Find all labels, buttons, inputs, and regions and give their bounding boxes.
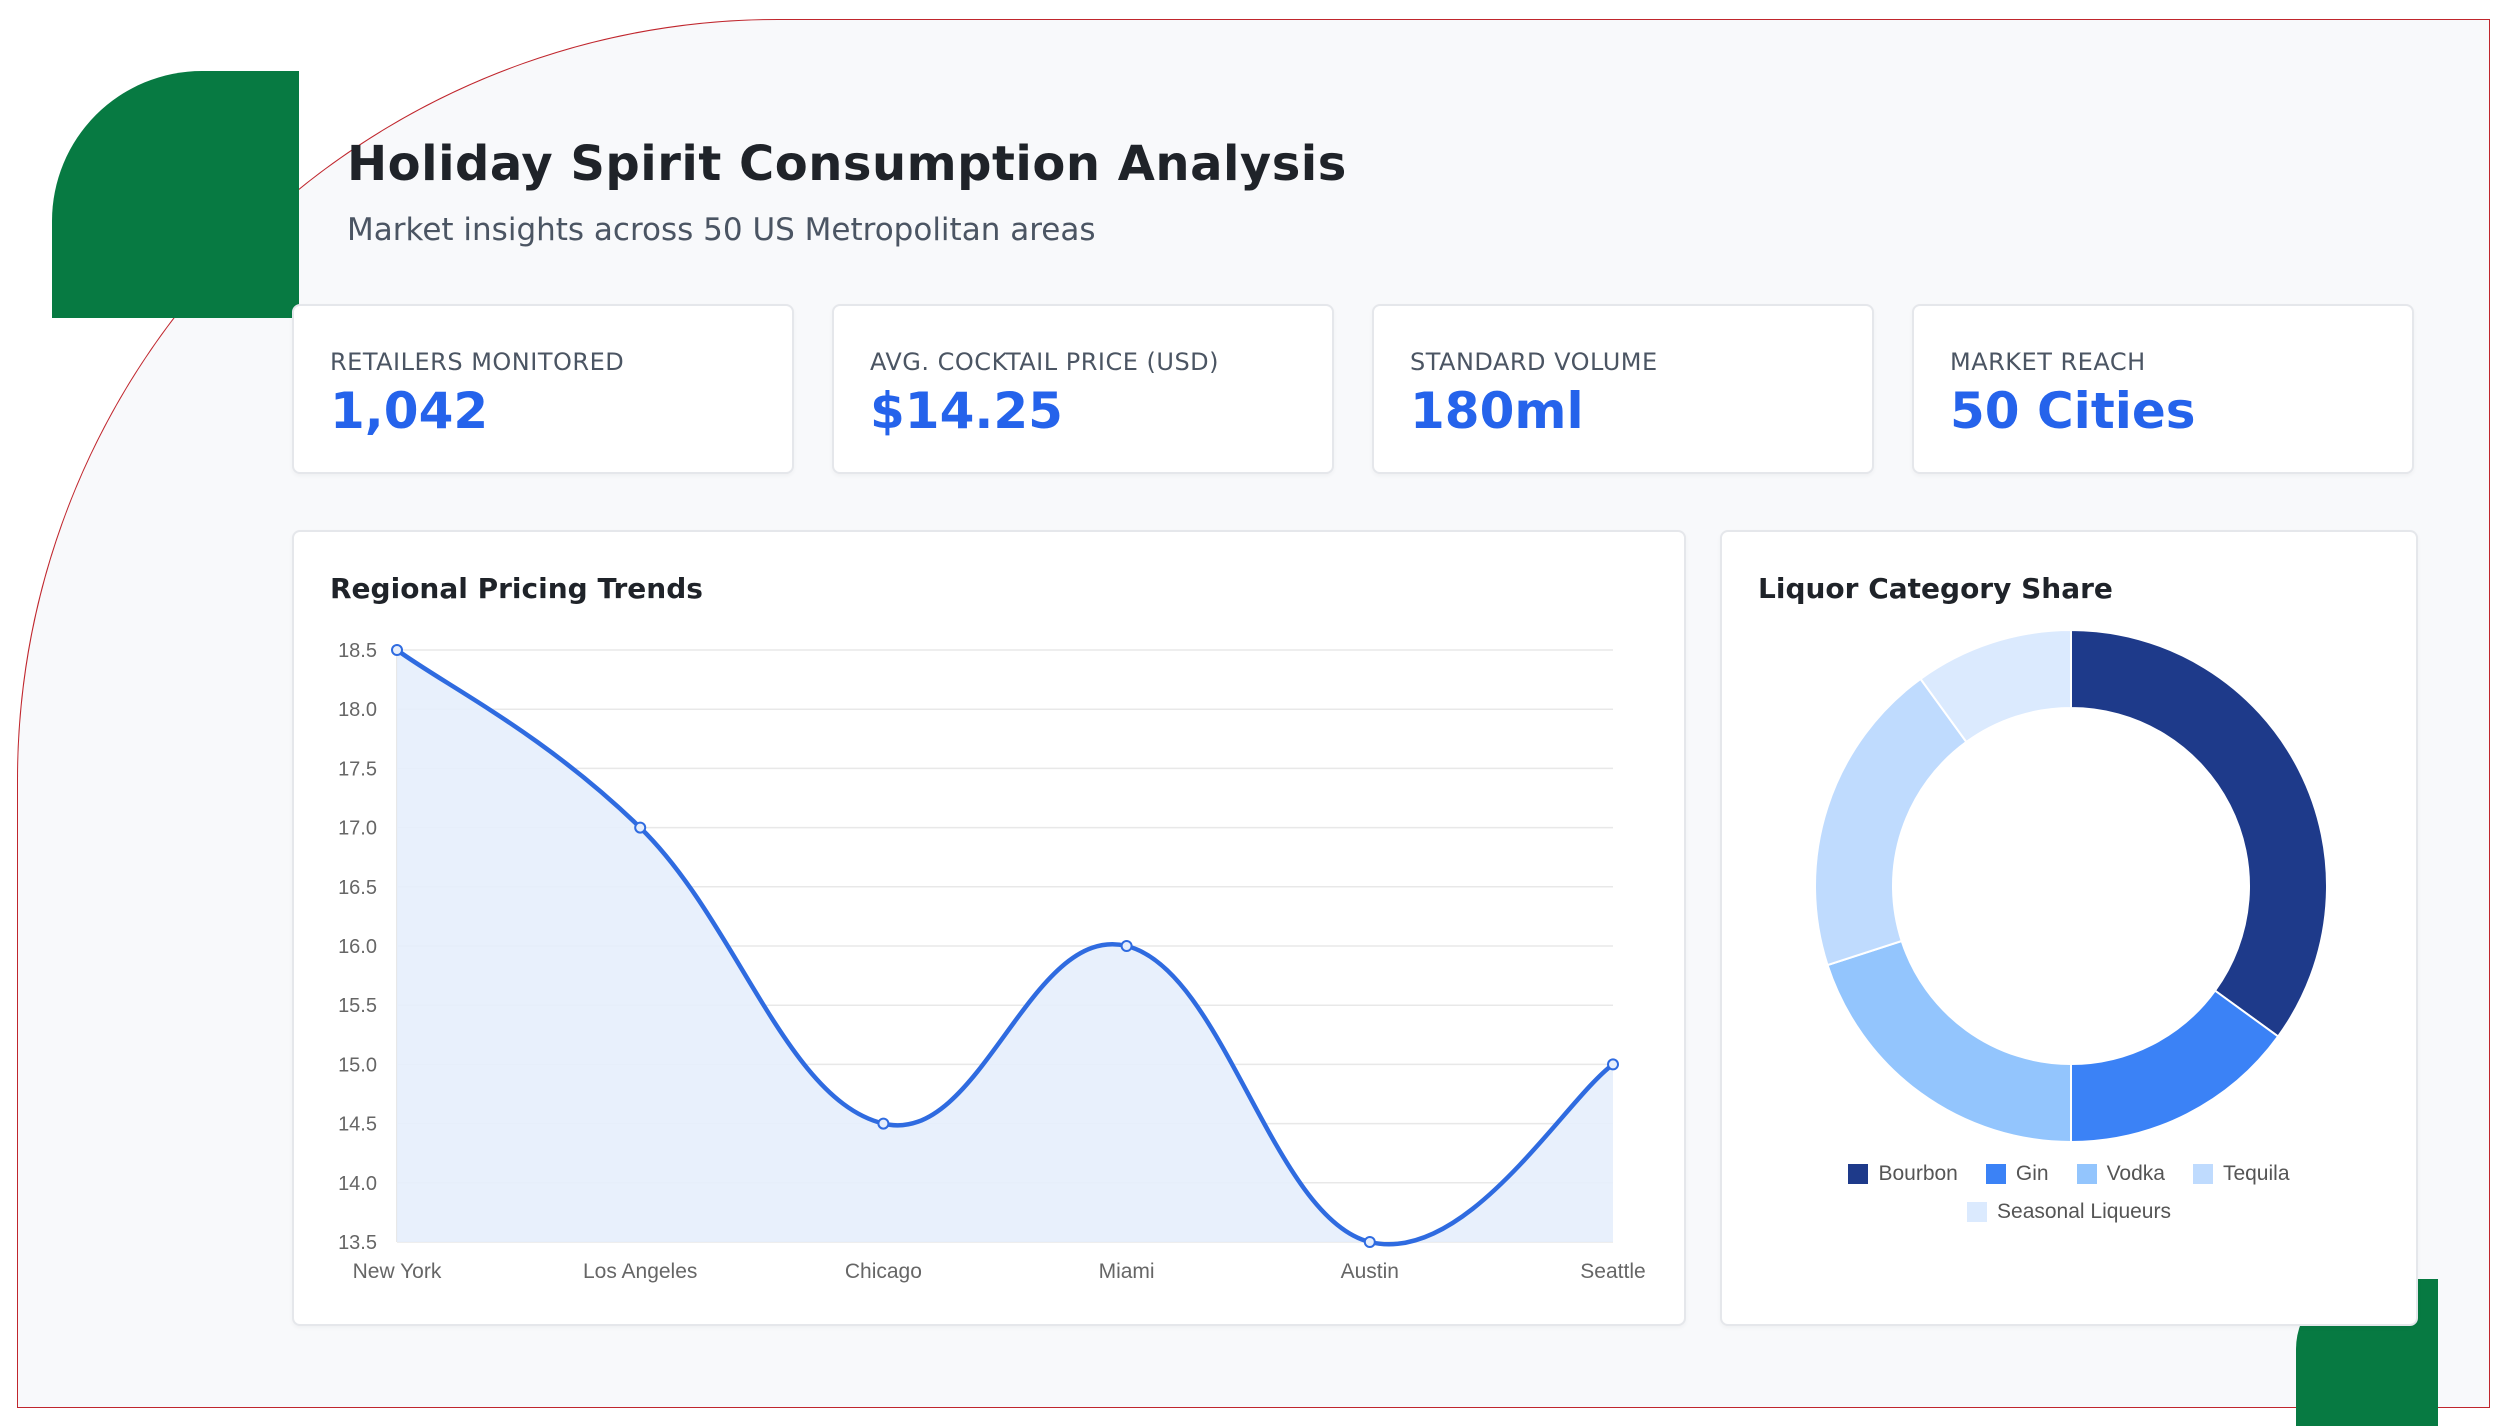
- slice-gin[interactable]: [2070, 989, 2280, 1144]
- y-tick-label: 18.5: [338, 640, 377, 662]
- x-tick-label: Los Angeles: [583, 1260, 697, 1283]
- x-tick-label: Chicago: [845, 1260, 922, 1283]
- x-tick-label: Austin: [1341, 1260, 1399, 1283]
- y-tick-label: 17.5: [338, 758, 377, 780]
- doughnut-chart-card: Liquor Category Share Bourbon Gin Vodka Teq…: [1720, 530, 2418, 1326]
- kpi-label: RETAILERS MONITORED: [330, 348, 625, 376]
- kpi-label: AVG. COCKTAIL PRICE (USD): [870, 348, 1220, 376]
- legend-swatch: [2192, 1164, 2213, 1184]
- slice-tequila[interactable]: [1814, 677, 1968, 967]
- legend-swatch: [1967, 1202, 1988, 1222]
- y-tick-label: 15.5: [338, 995, 377, 1017]
- doughnut-legend: Bourbon Gin Vodka Tequila Seasonal Liqueurs: [1722, 1162, 2416, 1224]
- legend-label: Seasonal Liqueurs: [1997, 1200, 2171, 1223]
- doughnut-chart: [1814, 628, 2328, 1144]
- kpi-card-retailers: RETAILERS MONITORED 1,042: [292, 304, 794, 474]
- legend-label: Tequila: [2222, 1162, 2290, 1185]
- kpi-card-avg-price: AVG. COCKTAIL PRICE (USD) $14.25: [832, 304, 1334, 474]
- x-tick-label: Seattle: [1580, 1260, 1645, 1283]
- kpi-card-market-reach: MARKET REACH 50 Cities: [1912, 304, 2414, 474]
- kpi-label: MARKET REACH: [1950, 348, 2146, 376]
- kpi-value: 50 Cities: [1950, 382, 2196, 440]
- line-chart-card: Regional Pricing Trends 18.5 18.0 17.5 17.0…: [292, 530, 1686, 1326]
- data-point[interactable]: [391, 644, 403, 656]
- legend-swatch: [1848, 1164, 1869, 1184]
- legend-item[interactable]: Gin: [1985, 1162, 2049, 1186]
- series-line: [395, 648, 1615, 1247]
- kpi-value: 1,042: [330, 382, 489, 440]
- y-tick-label: 16.0: [338, 936, 377, 958]
- y-tick-label: 13.5: [338, 1232, 377, 1254]
- legend-swatch: [2076, 1164, 2097, 1184]
- line-chart-title: Regional Pricing Trends: [330, 572, 703, 605]
- legend-label: Bourbon: [1878, 1162, 1958, 1185]
- slice-bourbon[interactable]: [2070, 628, 2328, 1038]
- data-point[interactable]: [877, 1117, 890, 1130]
- y-tick-label: 14.0: [338, 1173, 377, 1195]
- data-point[interactable]: [634, 821, 647, 834]
- y-tick-label: 14.5: [338, 1114, 377, 1136]
- line-chart: 18.5 18.0 17.5 17.0 16.5 16.0 15.5 15.0 14.5 14.0…: [338, 640, 1646, 1283]
- page-subtitle: Market insights across 50 US Metropolita…: [347, 212, 1096, 248]
- page-title: Holiday Spirit Consumption Analysis: [347, 136, 1347, 192]
- kpi-card-volume: STANDARD VOLUME 180ml: [1372, 304, 1874, 474]
- data-point[interactable]: [1607, 1058, 1619, 1071]
- y-tick-label: 18.0: [338, 699, 377, 721]
- legend-item[interactable]: Tequila: [2192, 1162, 2290, 1186]
- x-tick-label: New York: [353, 1260, 442, 1283]
- legend-item[interactable]: Bourbon: [1848, 1162, 1958, 1186]
- kpi-value: 180ml: [1410, 382, 1584, 440]
- doughnut-chart-title: Liquor Category Share: [1758, 572, 2113, 605]
- legend-label: Vodka: [2106, 1162, 2165, 1185]
- data-point[interactable]: [1363, 1236, 1376, 1248]
- legend-swatch: [1985, 1164, 2006, 1184]
- kpi-value: $14.25: [870, 382, 1063, 440]
- y-tick-label: 15.0: [338, 1054, 377, 1076]
- legend-item[interactable]: Vodka: [2076, 1162, 2165, 1186]
- data-point[interactable]: [1120, 940, 1133, 952]
- slice-seasonal-liqueurs[interactable]: [1919, 628, 2072, 744]
- y-tick-label: 16.5: [338, 877, 377, 899]
- legend-item[interactable]: Seasonal Liqueurs: [1967, 1200, 2171, 1224]
- area-fill: [397, 650, 1613, 1245]
- x-tick-label: Miami: [1099, 1260, 1155, 1283]
- kpi-label: STANDARD VOLUME: [1410, 348, 1658, 376]
- slice-vodka[interactable]: [1826, 939, 2072, 1144]
- y-tick-label: 17.0: [338, 818, 377, 840]
- legend-label: Gin: [2015, 1162, 2049, 1185]
